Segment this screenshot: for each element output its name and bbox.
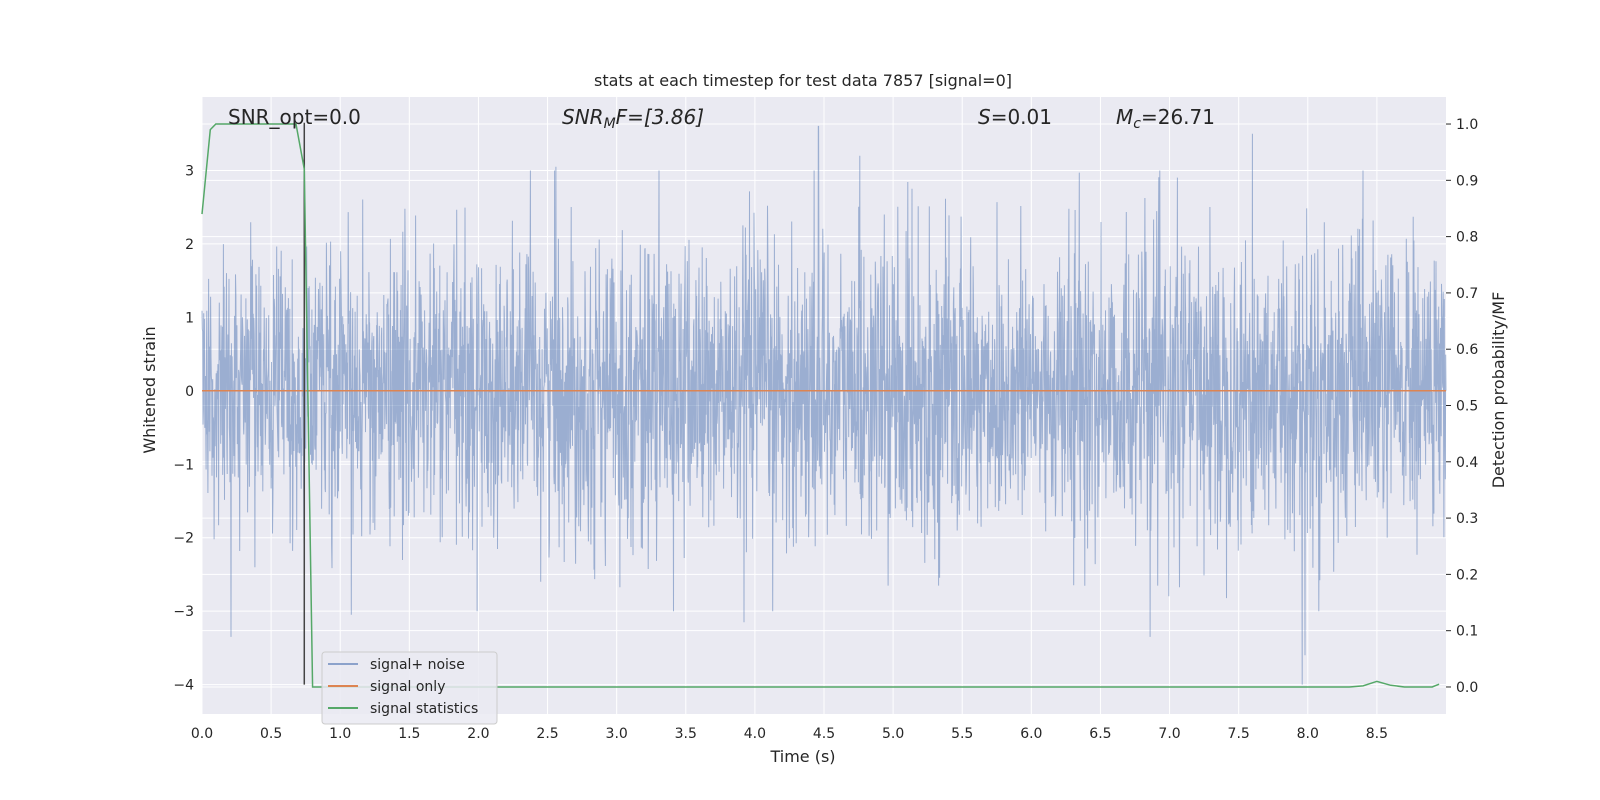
annotation-mc-base: M — [1116, 105, 1133, 129]
y-right-tick-label: 0.9 — [1456, 173, 1478, 189]
y-right-tick-label: 1.0 — [1456, 117, 1478, 133]
x-tick-label: 5.5 — [951, 726, 973, 742]
x-tick-label: 4.0 — [744, 726, 766, 742]
x-tick-label: 1.5 — [398, 726, 420, 742]
y-tick-label: −3 — [173, 604, 194, 620]
noise-series — [201, 125, 1447, 685]
y-tick-label: −2 — [173, 531, 194, 547]
annotation-snr-mf-base: SNR — [562, 105, 604, 129]
y-tick-label: 3 — [185, 163, 194, 179]
x-tick-label: 0.0 — [191, 726, 213, 742]
y-right-tick-label: 0.4 — [1456, 455, 1478, 471]
x-tick-label: 8.0 — [1297, 726, 1319, 742]
annotation-mc: Mc=26.71 — [1116, 105, 1215, 132]
y-right-tick-label: 0.8 — [1456, 230, 1478, 246]
annotation-mc-rest: =26.71 — [1141, 105, 1215, 129]
x-tick-label: 6.0 — [1020, 726, 1042, 742]
y-right-tick-label: 0.6 — [1456, 342, 1478, 358]
x-tick-label: 0.5 — [260, 726, 282, 742]
legend-label-signal-statistics: signal statistics — [370, 701, 478, 717]
annotation-snr-mf: SNRMF=[3.86] — [562, 105, 704, 132]
y-tick-label: 2 — [185, 237, 194, 253]
legend-label-signal-noise: signal+ noise — [370, 657, 465, 673]
annotation-s-rest: =0.01 — [991, 105, 1052, 129]
ticks: 0.0 0.5 1.0 1.5 2.0 2.5 3.0 3.5 4.0 4.5 5.0 5.5 6.0 6… — [173, 117, 1478, 742]
x-axis-label: Time (s) — [769, 747, 835, 766]
y-right-tick-label: 0.7 — [1456, 286, 1478, 302]
x-tick-label: 3.0 — [606, 726, 628, 742]
y-right-tick-label: 0.2 — [1456, 567, 1478, 583]
y-right-tick-label: 0.1 — [1456, 624, 1478, 640]
annotation-s: S=0.01 — [978, 105, 1052, 129]
annotation-snr-mf-sub: M — [604, 116, 616, 132]
x-tick-label: 1.0 — [329, 726, 351, 742]
x-tick-label: 5.0 — [882, 726, 904, 742]
x-tick-label: 6.5 — [1089, 726, 1111, 742]
x-tick-label: 7.0 — [1158, 726, 1180, 742]
y-right-tick-label: 0.5 — [1456, 399, 1478, 415]
annotation-mc-sub: c — [1133, 116, 1141, 132]
chart-title: stats at each timestep for test data 785… — [594, 71, 1012, 90]
annotation-s-base: S — [978, 105, 991, 129]
y-tick-label: 1 — [185, 310, 194, 326]
x-tick-label: 3.5 — [675, 726, 697, 742]
y-tick-label: 0 — [185, 384, 194, 400]
x-tick-label: 2.0 — [467, 726, 489, 742]
annotation-snr-mf-rest: F=[3.86] — [616, 105, 704, 129]
x-tick-label: 2.5 — [536, 726, 558, 742]
legend-label-signal-only: signal only — [370, 679, 445, 695]
line-series — [201, 122, 1446, 688]
x-tick-label: 8.5 — [1366, 726, 1388, 742]
y-right-tick-label: 0.0 — [1456, 680, 1478, 696]
x-tick-label: 7.5 — [1228, 726, 1250, 742]
legend-box — [321, 651, 498, 725]
series-signal-statistics — [201, 123, 1440, 688]
y-tick-label: −1 — [173, 457, 194, 473]
x-tick-label: 4.5 — [813, 726, 835, 742]
annotation-snr-opt: SNR_opt=0.0 — [228, 105, 361, 129]
series-signal-noise — [201, 125, 1447, 685]
y-tick-label: −4 — [173, 678, 194, 694]
y-right-tick-label: 0.3 — [1456, 511, 1478, 527]
y-axis-right-label: Detection probability/MF — [1489, 292, 1508, 489]
legend: signal+ noise signal only signal statist… — [321, 651, 498, 725]
y-axis-label: Whitened strain — [140, 326, 159, 453]
